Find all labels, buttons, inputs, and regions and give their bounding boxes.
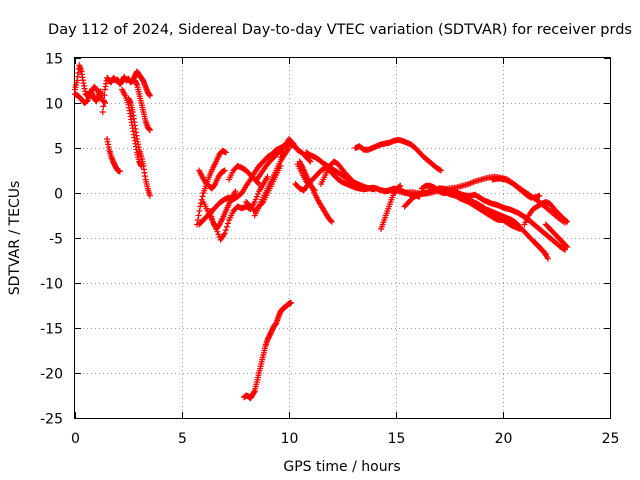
x-tick-label: 5	[178, 431, 187, 447]
data-point	[225, 220, 231, 226]
x-axis-label: GPS time / hours	[283, 459, 400, 475]
x-axis: 0 5 10 15 20 25	[71, 58, 619, 447]
series-mid-x	[532, 240, 551, 262]
y-tick-label: 5	[54, 142, 63, 158]
y-tick-label: 15	[45, 52, 63, 68]
x-tick-label: 10	[281, 431, 299, 447]
x-tick-label: 15	[388, 431, 406, 447]
series-mid-v	[489, 176, 542, 201]
chart: Day 112 of 2024, Sidereal Day-to-day VTE…	[0, 0, 640, 480]
chart-title: Day 112 of 2024, Sidereal Day-to-day VTE…	[48, 22, 632, 38]
y-tick-label: -15	[40, 322, 63, 338]
y-tick-label: -25	[40, 412, 63, 428]
y-tick-label: -20	[40, 367, 63, 383]
series-early-a	[72, 62, 108, 106]
y-tick-label: 10	[45, 97, 63, 113]
x-tick-label: 20	[495, 431, 513, 447]
data-point	[224, 224, 230, 230]
data-points	[72, 62, 570, 401]
x-tick-label: 0	[71, 431, 80, 447]
y-tick-label: -5	[49, 232, 63, 248]
series-mid-l	[303, 150, 377, 193]
data-point	[200, 193, 206, 199]
y-axis-label: SDTVAR / TECUs	[7, 181, 23, 296]
y-axis: 15 10 5 0 -5 -10 -15 -20 -25	[40, 52, 610, 428]
data-point	[196, 208, 202, 214]
series-early-d	[104, 136, 123, 174]
data-point	[100, 109, 106, 115]
x-tick-label: 25	[602, 431, 620, 447]
data-point	[196, 213, 202, 219]
y-tick-label: -10	[40, 277, 63, 293]
series-dip	[241, 300, 294, 401]
series-mid-p	[352, 137, 444, 174]
y-tick-label: 0	[54, 187, 63, 203]
